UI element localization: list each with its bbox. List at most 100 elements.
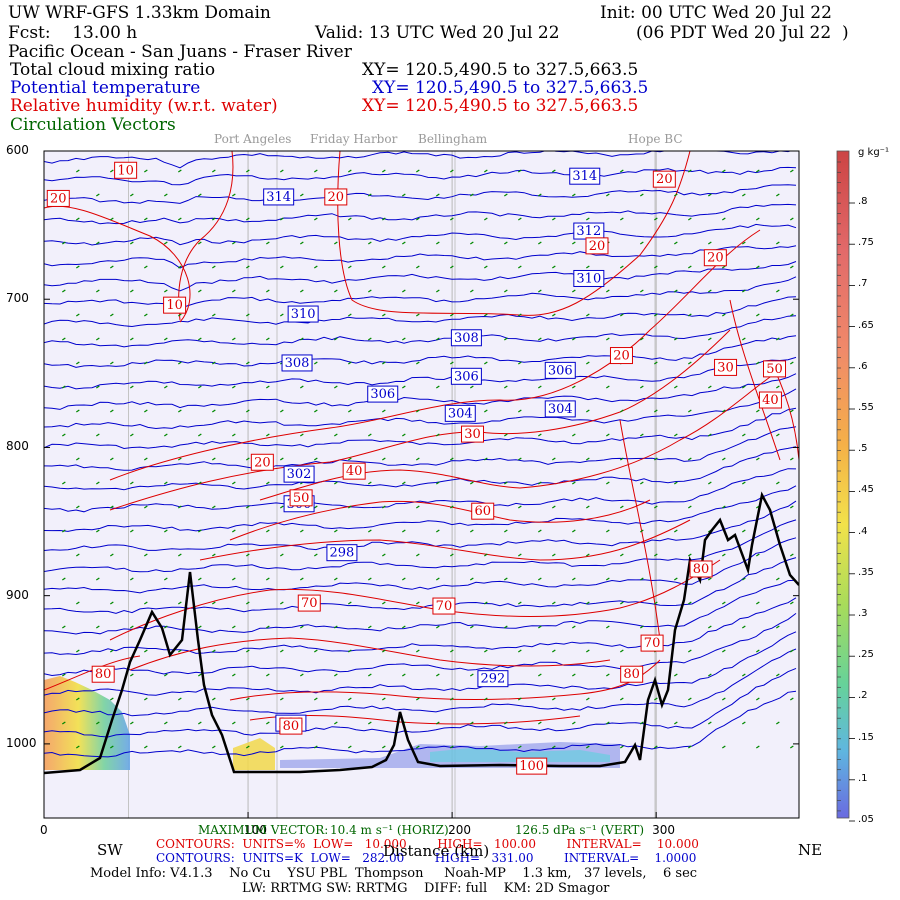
model-title: UW WRF-GFS 1.33km Domain <box>8 3 271 23</box>
rh-label-box <box>432 597 456 615</box>
theta-contour-line <box>44 446 797 491</box>
circulation-vector <box>469 241 474 245</box>
sw-label: SW <box>97 841 123 859</box>
location-friday-harbor: Friday Harbor <box>310 132 398 146</box>
x-axis-title: Distance (km) <box>383 842 490 860</box>
circulation-vector <box>415 457 420 461</box>
circulation-vector <box>687 169 692 173</box>
circulation-vector <box>415 745 420 749</box>
circulation-vector <box>381 601 386 605</box>
circulation-vector <box>517 505 522 509</box>
circulation-vector <box>687 601 692 605</box>
circulation-vector <box>129 337 134 341</box>
circulation-vector <box>381 409 386 413</box>
circulation-vector <box>619 505 624 509</box>
rh-label-box <box>342 462 366 480</box>
theta-label: 302 <box>287 467 312 482</box>
circulation-vector <box>449 265 454 269</box>
circulation-vector <box>313 505 318 509</box>
circulation-vector <box>231 193 236 197</box>
circulation-vector <box>333 385 338 389</box>
circulation-vector <box>265 673 270 677</box>
theta-label-box <box>263 188 295 206</box>
circulation-vector <box>347 361 352 365</box>
circulation-vector <box>653 601 658 605</box>
theta-label-box <box>450 367 482 385</box>
circulation-vector <box>177 169 182 173</box>
circulation-vector <box>571 241 576 245</box>
circulation-vector <box>517 553 522 557</box>
circulation-vector <box>653 217 658 221</box>
circulation-vector <box>537 193 542 197</box>
circulation-vector <box>415 265 420 269</box>
rh-labels: 10 20 20 20 20 20 10 20 30 50 40 30 20 40 50 60 70 70 70 80… <box>46 161 787 775</box>
circulation-vector <box>367 529 372 533</box>
circulation-vector <box>721 217 726 221</box>
theta-label: 314 <box>266 190 291 205</box>
rh-label-box <box>689 560 713 578</box>
circulation-vector <box>755 649 760 653</box>
circulation-vector <box>381 169 386 173</box>
model-info-physics: LW: RRTMG SW: RRTMG DIFF: full KM: 2D Sm… <box>242 881 610 896</box>
circulation-vector <box>197 673 202 677</box>
circulation-vector <box>639 481 644 485</box>
circulation-vector <box>245 409 250 413</box>
circulation-vector <box>415 649 420 653</box>
circulation-vector <box>483 409 488 413</box>
circulation-vector <box>163 481 168 485</box>
circulation-vector <box>449 457 454 461</box>
circulation-vector <box>75 649 80 653</box>
theta-contour-line <box>44 468 797 513</box>
circulation-vector <box>483 457 488 461</box>
circulation-vector <box>707 241 712 245</box>
circulation-vector <box>129 721 134 725</box>
circulation-vector <box>163 577 168 581</box>
theta-contour-line <box>44 335 797 368</box>
circulation-vector <box>279 313 284 317</box>
circulation-vector <box>789 169 794 173</box>
rh-label-box <box>279 717 303 735</box>
circulation-vector <box>741 721 746 725</box>
field-cloud-name: Total cloud mixing ratio <box>10 60 216 80</box>
rh-label: 20 <box>328 190 345 205</box>
circulation-vector <box>639 385 644 389</box>
rh-label: 30 <box>464 427 481 442</box>
circulation-vector <box>435 625 440 629</box>
circulation-vector <box>503 481 508 485</box>
circulation-vector <box>789 505 794 509</box>
theta-label: 310 <box>291 307 316 322</box>
circulation-vector <box>789 217 794 221</box>
cloud-band-bottom-2 <box>430 748 610 762</box>
circulation-vector <box>449 649 454 653</box>
terrain-outline <box>44 491 799 775</box>
circulation-vector <box>381 697 386 701</box>
circulation-vector <box>449 169 454 173</box>
theta-label-box <box>450 329 482 347</box>
circulation-vector <box>415 169 420 173</box>
circulation-vector <box>231 673 236 677</box>
circulation-vector <box>721 601 726 605</box>
circulation-vector <box>211 649 216 653</box>
circulation-vector <box>639 337 644 341</box>
circulation-vector <box>381 313 386 317</box>
circulation-vector <box>95 577 100 581</box>
circulation-vector <box>585 601 590 605</box>
circulation-vector <box>483 313 488 317</box>
circulation-vector <box>333 673 338 677</box>
circulation-vector <box>109 313 114 317</box>
circulation-vector <box>721 457 726 461</box>
circulation-vector <box>789 361 794 365</box>
circulation-vector <box>245 553 250 557</box>
rh-label-box <box>516 757 548 775</box>
circulation-vector <box>503 625 508 629</box>
circulation-vector <box>469 193 474 197</box>
rh-label-box <box>763 360 787 378</box>
circulation-vector <box>483 265 488 269</box>
circulation-vector <box>245 217 250 221</box>
theta-contour-line <box>44 690 797 758</box>
circulation-vector <box>211 553 216 557</box>
circulation-vector <box>333 433 338 437</box>
circulation-vector <box>673 193 678 197</box>
circulation-vector <box>517 265 522 269</box>
